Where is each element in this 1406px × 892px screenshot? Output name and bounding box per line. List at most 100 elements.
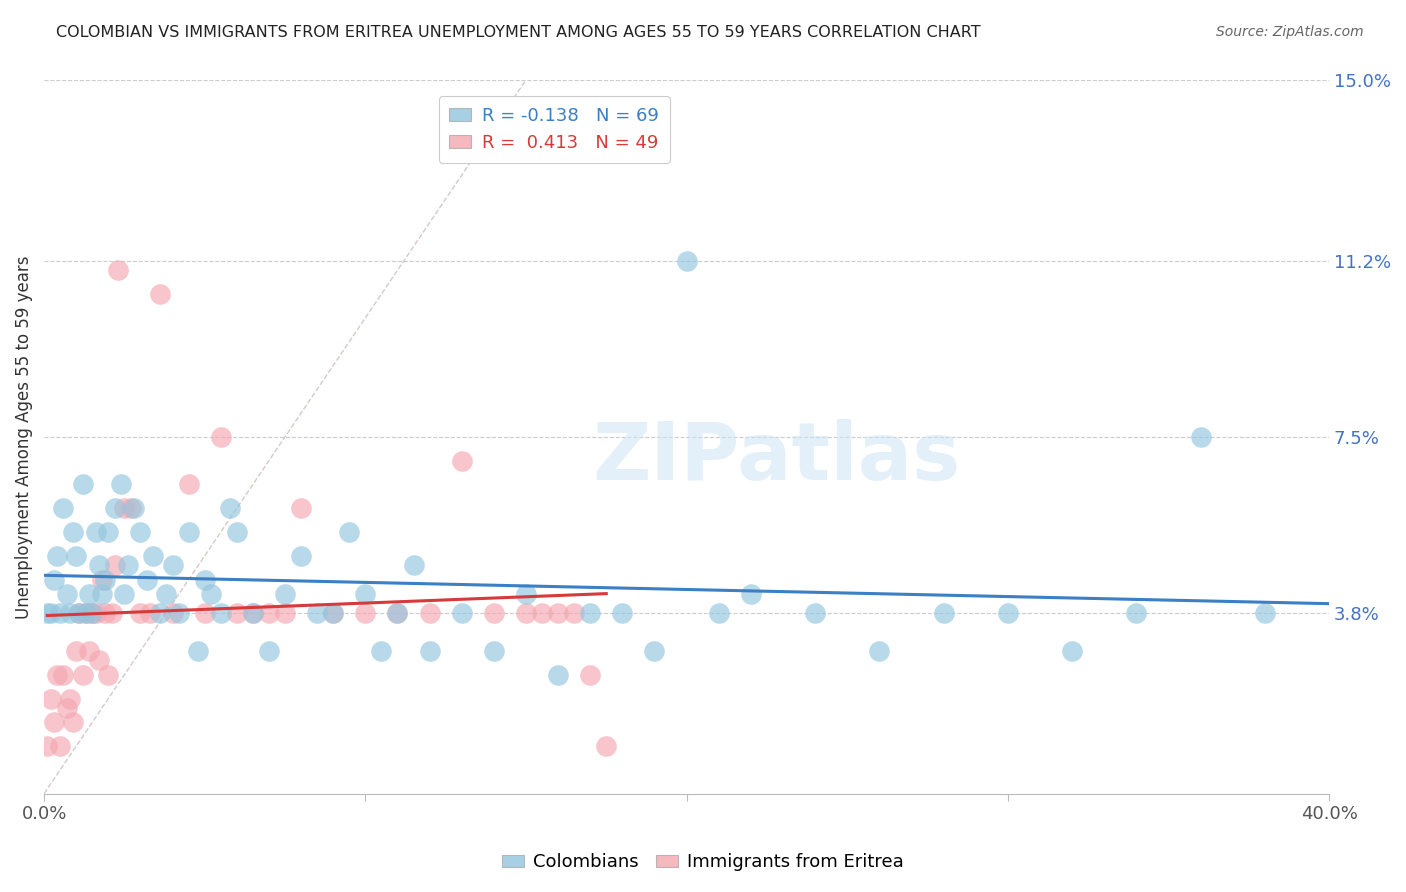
Point: [402, 558, 425, 573]
Point: [46, 549, 69, 563]
Point: [55, 701, 77, 715]
Point: [804, 606, 827, 620]
Point: [117, 558, 139, 573]
Point: [72, 477, 94, 491]
Point: [167, 606, 190, 620]
Point: [94, 573, 117, 587]
Point: [370, 644, 392, 658]
Point: [450, 453, 472, 467]
Point: [579, 606, 602, 620]
Point: [868, 644, 890, 658]
Point: [59, 606, 82, 620]
Point: [112, 501, 135, 516]
Point: [72, 667, 94, 681]
Point: [932, 606, 955, 620]
Y-axis label: Unemployment Among Ages 55 to 59 years: Unemployment Among Ages 55 to 59 years: [15, 255, 32, 618]
Point: [69, 606, 91, 620]
Point: [39, 606, 62, 620]
Point: [55, 587, 77, 601]
Point: [530, 606, 553, 620]
Point: [46, 667, 69, 681]
Point: [225, 606, 247, 620]
Point: [322, 606, 344, 620]
Point: [997, 606, 1019, 620]
Point: [354, 587, 377, 601]
Point: [595, 739, 617, 753]
Point: [643, 644, 665, 658]
Point: [75, 606, 97, 620]
Point: [142, 549, 165, 563]
Point: [1060, 644, 1083, 658]
Point: [149, 287, 172, 301]
Point: [104, 501, 127, 516]
Legend: Colombians, Immigrants from Eritrea: Colombians, Immigrants from Eritrea: [495, 847, 911, 879]
Point: [42, 715, 65, 730]
Point: [90, 587, 112, 601]
Point: [562, 606, 585, 620]
Point: [387, 606, 409, 620]
Point: [87, 653, 110, 667]
Point: [100, 606, 122, 620]
Point: [419, 644, 441, 658]
Point: [482, 644, 505, 658]
Legend: R = -0.138   N = 69, R =  0.413   N = 49: R = -0.138 N = 69, R = 0.413 N = 49: [439, 96, 669, 163]
Point: [707, 606, 730, 620]
Point: [579, 667, 602, 681]
Point: [162, 606, 184, 620]
Point: [87, 558, 110, 573]
Point: [129, 524, 152, 539]
Point: [194, 573, 217, 587]
Point: [82, 606, 104, 620]
Point: [290, 549, 312, 563]
Point: [187, 644, 209, 658]
Point: [77, 644, 100, 658]
Point: [322, 606, 344, 620]
Point: [120, 501, 142, 516]
Point: [419, 606, 441, 620]
Point: [257, 644, 280, 658]
Point: [49, 739, 72, 753]
Point: [37, 606, 59, 620]
Point: [104, 558, 127, 573]
Point: [59, 691, 82, 706]
Point: [740, 587, 762, 601]
Point: [274, 606, 297, 620]
Point: [97, 667, 120, 681]
Point: [135, 573, 157, 587]
Point: [242, 606, 264, 620]
Point: [129, 606, 152, 620]
Point: [69, 606, 91, 620]
Point: [90, 573, 112, 587]
Point: [139, 606, 162, 620]
Point: [515, 587, 537, 601]
Point: [77, 587, 100, 601]
Point: [242, 606, 264, 620]
Point: [177, 477, 200, 491]
Point: [675, 253, 697, 268]
Point: [387, 606, 409, 620]
Point: [1125, 606, 1147, 620]
Point: [194, 606, 217, 620]
Text: ZIPatlas: ZIPatlas: [592, 419, 960, 497]
Point: [39, 691, 62, 706]
Point: [94, 606, 117, 620]
Point: [200, 587, 222, 601]
Point: [307, 606, 329, 620]
Point: [547, 606, 569, 620]
Point: [65, 644, 87, 658]
Point: [274, 587, 297, 601]
Point: [97, 524, 120, 539]
Point: [112, 587, 135, 601]
Point: [122, 501, 145, 516]
Point: [75, 606, 97, 620]
Point: [290, 501, 312, 516]
Point: [354, 606, 377, 620]
Point: [65, 549, 87, 563]
Point: [337, 524, 360, 539]
Point: [450, 606, 472, 620]
Point: [209, 606, 232, 620]
Point: [110, 477, 132, 491]
Point: [155, 587, 177, 601]
Point: [149, 606, 172, 620]
Point: [515, 606, 537, 620]
